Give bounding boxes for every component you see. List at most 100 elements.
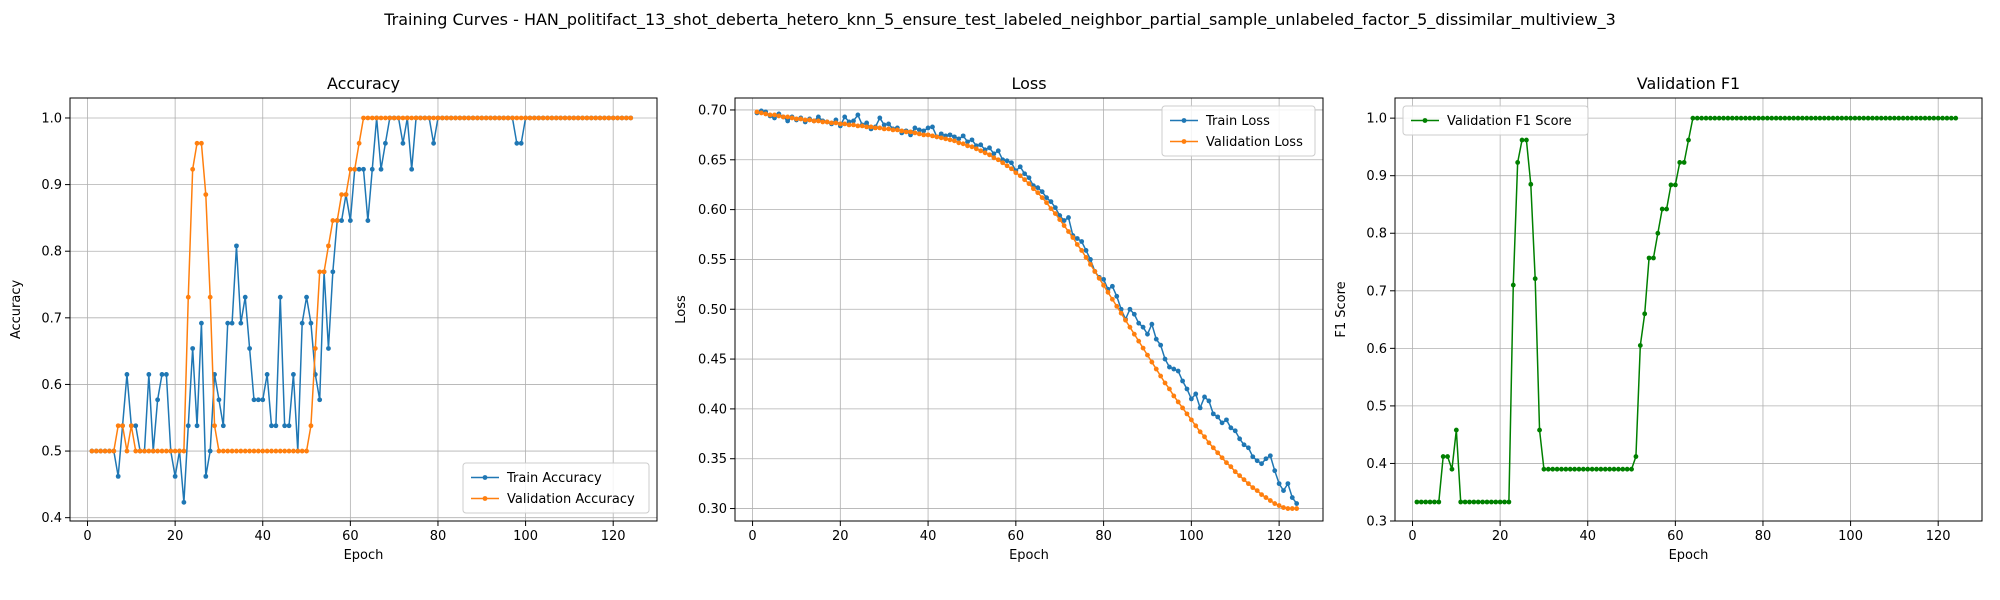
data-point [1263, 456, 1269, 462]
data-point [1048, 206, 1054, 212]
data-point [163, 372, 169, 377]
data-point [295, 448, 301, 454]
data-point [1878, 115, 1884, 121]
y-axis-label: Accuracy [9, 280, 24, 340]
data-point [1905, 115, 1910, 121]
data-point [908, 129, 913, 135]
data-point [1585, 466, 1591, 472]
data-point [947, 132, 953, 138]
data-point [1545, 466, 1551, 472]
data-point [286, 423, 292, 429]
data-point [1703, 115, 1709, 121]
data-point [1215, 450, 1221, 456]
data-point [1427, 499, 1433, 505]
data-point [1083, 248, 1089, 253]
data-point [238, 448, 244, 454]
data-point [1263, 495, 1269, 500]
data-point [527, 115, 533, 121]
data-point [956, 140, 962, 146]
data-point [1158, 373, 1164, 379]
data-point [952, 134, 957, 140]
data-point [1254, 458, 1260, 464]
data-point [1778, 115, 1783, 121]
data-point [220, 448, 226, 454]
data-point [894, 127, 900, 133]
data-point [1532, 276, 1538, 282]
data-point [435, 115, 441, 121]
data-point [343, 192, 349, 197]
data-point [1035, 185, 1041, 191]
data-point [763, 111, 769, 117]
data-point [1131, 311, 1137, 317]
data-point [1602, 466, 1608, 472]
data-point [1445, 454, 1450, 459]
data-point [1039, 189, 1045, 195]
data-point [194, 140, 200, 146]
data-point [400, 115, 406, 121]
data-point [1219, 420, 1225, 426]
data-point [610, 115, 616, 121]
data-point [1175, 368, 1181, 374]
data-point [1180, 378, 1185, 384]
data-point [1228, 425, 1234, 431]
data-point [851, 122, 856, 128]
data-point [1861, 115, 1867, 121]
data-point [758, 110, 764, 116]
data-point [549, 115, 555, 121]
data-point [115, 423, 121, 429]
data-point [943, 136, 949, 142]
data-point [242, 294, 248, 300]
data-point [247, 346, 253, 351]
data-point [1250, 485, 1256, 491]
data-point [1140, 345, 1146, 351]
data-point [824, 119, 830, 125]
data-point [1927, 115, 1932, 121]
data-point [312, 346, 318, 351]
data-point [1940, 115, 1945, 121]
data-point [102, 448, 108, 454]
data-point [855, 123, 861, 129]
data-point [260, 397, 266, 403]
data-point [1918, 115, 1924, 121]
data-point [1118, 310, 1124, 316]
data-point [137, 448, 143, 454]
data-point [1830, 115, 1836, 121]
data-point [1953, 115, 1959, 121]
data-point [1808, 115, 1814, 121]
data-point [1048, 199, 1054, 205]
figure-suptitle: Training Curves - HAN_politifact_13_shot… [383, 10, 1616, 30]
data-point [1449, 466, 1455, 472]
data-point [273, 448, 279, 454]
data-point [606, 115, 612, 121]
data-point [1795, 115, 1801, 121]
data-point [938, 135, 944, 141]
data-point [339, 192, 344, 197]
data-point [1865, 115, 1871, 121]
data-point [802, 117, 808, 123]
data-point [1140, 324, 1146, 330]
data-point [1734, 115, 1740, 121]
data-point [457, 115, 463, 121]
data-point [575, 115, 581, 121]
data-point [886, 126, 891, 132]
data-point [514, 140, 520, 146]
x-tick-label: 40 [254, 529, 271, 544]
data-point [264, 372, 270, 377]
data-point [199, 320, 204, 326]
data-point [1475, 499, 1481, 505]
data-point [1074, 236, 1080, 241]
data-point [925, 132, 931, 138]
data-point [785, 118, 791, 124]
data-point [969, 144, 975, 150]
data-point [1944, 115, 1950, 121]
data-point [965, 143, 970, 149]
data-point [225, 320, 231, 326]
data-point [767, 112, 773, 118]
data-point [1835, 115, 1840, 121]
data-point [859, 123, 865, 129]
chart-title: Loss [1011, 74, 1046, 93]
data-point [1193, 391, 1199, 397]
data-point [1620, 466, 1626, 472]
x-tick-label: 40 [1579, 529, 1596, 544]
data-point [1057, 217, 1063, 222]
